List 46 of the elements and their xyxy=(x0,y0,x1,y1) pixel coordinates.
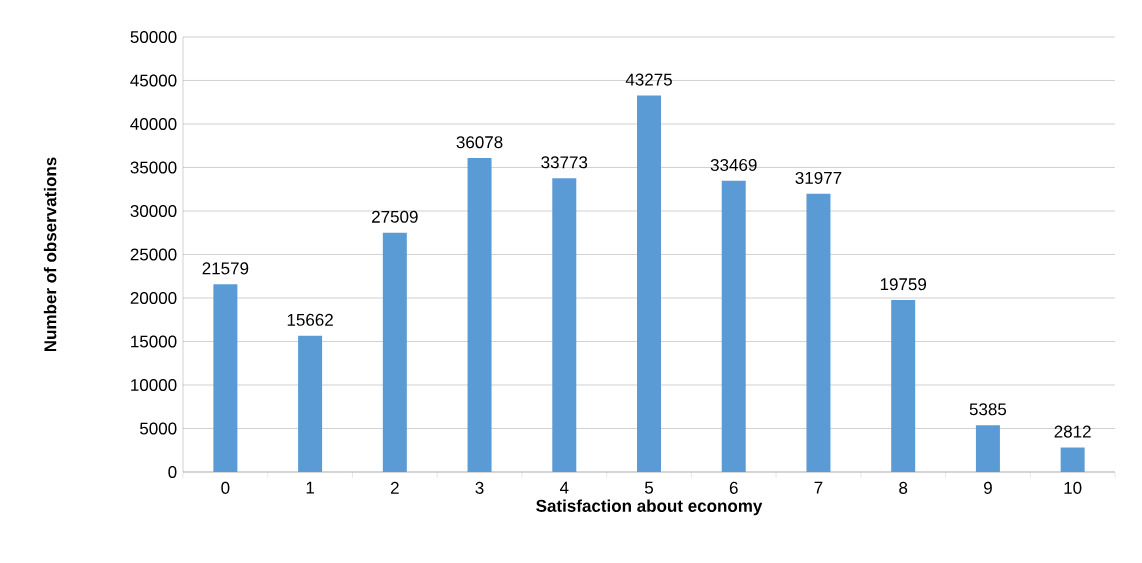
bar xyxy=(721,180,746,472)
data-label: 33469 xyxy=(710,158,757,171)
y-axis-title: Number of observations xyxy=(43,157,57,352)
data-label: 31977 xyxy=(795,171,842,184)
y-tick-label: 40000 xyxy=(130,117,177,131)
x-axis-title: Satisfaction about economy xyxy=(536,499,763,516)
bar xyxy=(1060,447,1085,472)
x-tick-label: 2 xyxy=(390,481,399,494)
bar xyxy=(637,95,662,472)
y-tick-label: 35000 xyxy=(130,161,177,174)
bar xyxy=(806,193,831,472)
bar xyxy=(298,335,323,472)
y-tick-label: 45000 xyxy=(130,74,177,87)
data-label: 15662 xyxy=(287,313,333,326)
data-label: 5385 xyxy=(969,403,1007,416)
x-tick-label: 6 xyxy=(729,481,738,494)
data-label: 21579 xyxy=(202,262,249,275)
x-tick-label: 8 xyxy=(899,481,908,494)
x-tick-label: 7 xyxy=(814,481,823,494)
y-tick-label: 50000 xyxy=(130,30,177,44)
x-tick-label: 3 xyxy=(475,481,484,494)
bar xyxy=(975,425,1000,472)
data-label: 19759 xyxy=(880,278,927,291)
bar xyxy=(891,300,916,472)
data-label: 27509 xyxy=(372,210,418,223)
data-label: 43275 xyxy=(625,73,672,86)
data-label: 33773 xyxy=(541,156,588,169)
y-tick-label: 5000 xyxy=(140,422,177,435)
x-tick-label: 5 xyxy=(644,481,654,494)
bar xyxy=(382,232,407,472)
data-label: 2812 xyxy=(1054,425,1091,438)
x-tick-label: 4 xyxy=(559,481,569,494)
y-tick-label: 0 xyxy=(168,465,177,479)
bar xyxy=(213,284,238,472)
bar xyxy=(467,158,492,472)
y-tick-label: 30000 xyxy=(130,204,177,218)
x-tick-label: 10 xyxy=(1064,481,1082,494)
y-tick-label: 10000 xyxy=(131,378,177,392)
x-tick-label: 9 xyxy=(983,481,992,494)
y-tick-label: 20000 xyxy=(130,291,177,305)
y-tick-label: 15000 xyxy=(131,335,177,348)
bar xyxy=(552,178,577,472)
x-tick-label: 1 xyxy=(306,481,314,494)
y-tick-label: 25000 xyxy=(130,248,177,261)
data-label: 36078 xyxy=(456,136,503,149)
x-tick-label: 0 xyxy=(221,481,230,494)
